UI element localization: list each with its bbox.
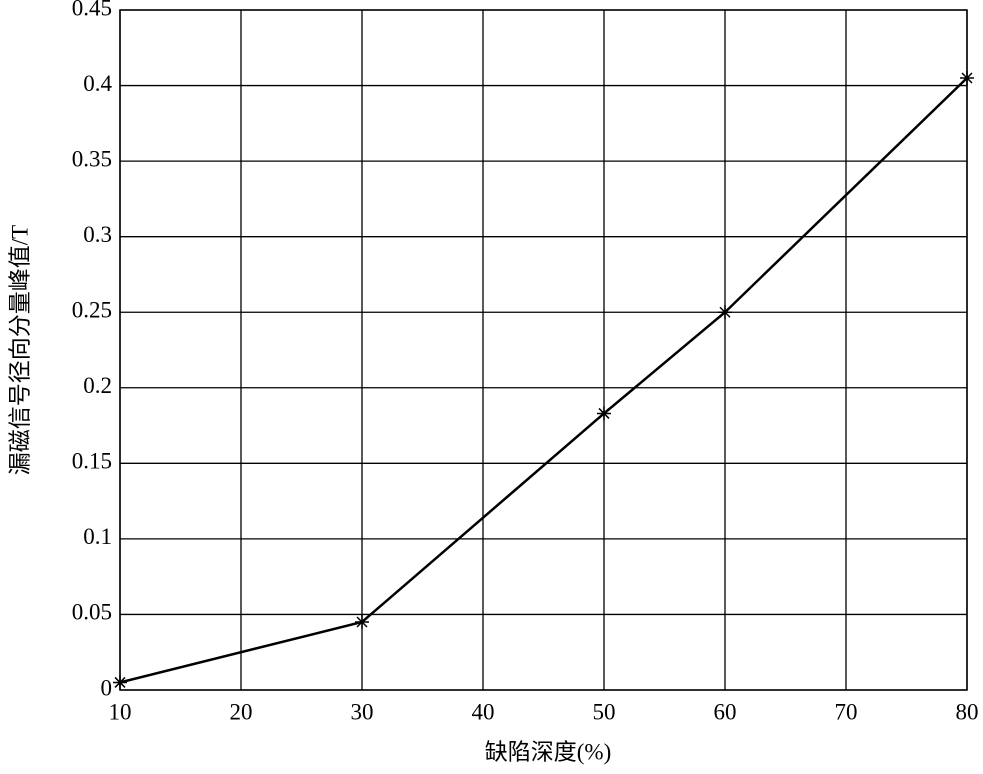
y-tick-label: 0.1 [83,524,112,549]
x-tick-label: 10 [109,699,132,724]
y-tick-label: 0.2 [83,373,112,398]
y-tick-label: 0.3 [83,222,112,247]
x-tick-label: 50 [593,699,616,724]
data-marker [113,675,127,690]
x-tick-label: 80 [956,699,979,724]
x-tick-label: 30 [351,699,374,724]
x-tick-label: 70 [835,699,858,724]
data-marker [718,305,732,320]
y-tick-label: 0.35 [72,146,112,171]
data-marker [597,406,611,421]
x-axis-label: 缺陷深度(%) [485,739,611,764]
x-tick-label: 60 [714,699,737,724]
y-tick-label: 0.15 [72,449,112,474]
y-tick-label: 0.25 [72,298,112,323]
y-tick-label: 0.45 [72,0,112,20]
y-tick-label: 0.05 [72,600,112,625]
x-tick-label: 40 [472,699,495,724]
data-marker [960,71,974,85]
y-tick-label: 0 [101,675,113,700]
data-marker [355,615,369,629]
plot-frame [119,9,968,691]
y-tick-label: 0.4 [83,71,112,96]
y-axis-label: 漏磁信号径向分量峰值/T [7,225,32,475]
data-line [119,77,968,684]
x-tick-label: 20 [230,699,253,724]
